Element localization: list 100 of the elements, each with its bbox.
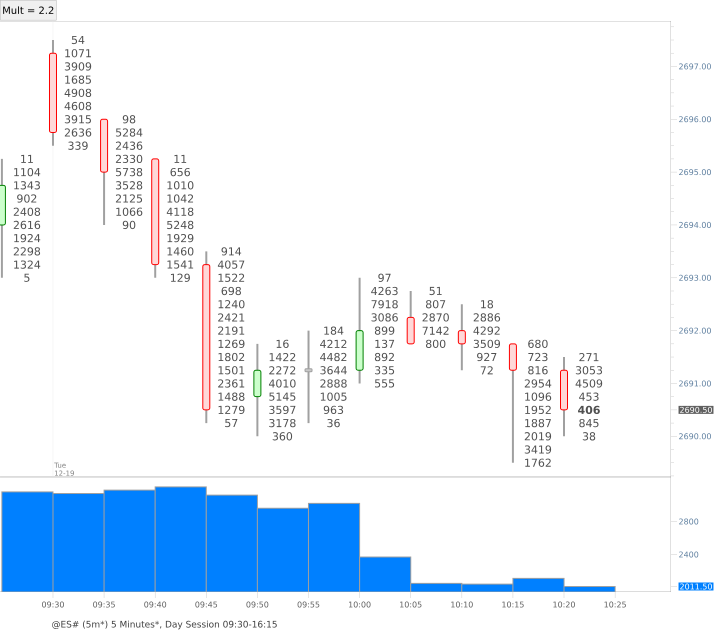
annotation: 1066	[116, 208, 142, 216]
chart-title: Mult = 2.2	[3, 6, 54, 14]
annotation: 2330	[116, 154, 142, 164]
annotation: 2361	[218, 379, 244, 388]
annotation: 902	[17, 194, 36, 203]
annotation: 1096	[525, 392, 552, 401]
annotation: 807	[426, 300, 446, 308]
annotation: 2272	[269, 366, 296, 374]
annotation: 36	[327, 418, 340, 428]
annotation: 2870	[422, 313, 449, 322]
annotation: 90	[122, 220, 136, 230]
annotation: 1269	[218, 340, 244, 348]
annotation: 3419	[524, 445, 552, 454]
annotation: 453	[579, 392, 599, 401]
annotation: 3915	[64, 115, 91, 124]
annotation: 18	[481, 300, 494, 308]
text: @ES# (5m*) 5 Minutes*, Day Session 09:30-16:15	[52, 620, 277, 630]
annotation: 57	[225, 419, 238, 428]
annotation: 2125	[116, 194, 142, 203]
annotation: 4057	[218, 260, 244, 269]
annotation: 1929	[167, 234, 194, 242]
annotation: 1924	[14, 234, 40, 242]
annotation: 800	[426, 340, 446, 348]
annotation: 97	[378, 274, 391, 282]
annotation: 5284	[116, 128, 142, 137]
annotation: 1501	[218, 366, 244, 374]
candlestick	[458, 303, 466, 372]
annotation: 5	[24, 274, 30, 282]
annotation: 38	[582, 432, 596, 440]
annotation: 4482	[320, 352, 346, 362]
annotation: 5248	[167, 220, 194, 230]
annotation: 1104	[14, 168, 40, 176]
annotation: 4010	[268, 379, 296, 388]
annotation: 1279	[218, 406, 244, 414]
annotation: 3053	[576, 366, 602, 374]
annotation: 11	[21, 154, 33, 163]
annotation: 1324	[14, 260, 40, 269]
annotation: 1460	[167, 247, 194, 256]
annotation: 2019	[524, 432, 552, 440]
annotation: 1071	[65, 49, 91, 58]
annotation: 4263	[371, 286, 398, 296]
annotation: 137	[375, 340, 394, 348]
annotation: 3644	[320, 366, 347, 374]
annotation: 1010	[167, 181, 194, 190]
annotation: 2888	[320, 379, 347, 388]
annotation: 2886	[474, 313, 500, 322]
annotation: 3909	[64, 62, 92, 71]
annotation: 3509	[474, 340, 500, 348]
annotation: 7918	[372, 300, 398, 308]
annotation: 892	[374, 352, 394, 362]
annotation: 7142	[422, 326, 449, 335]
annotation: 4908	[64, 88, 92, 97]
annotation: 2636	[64, 128, 92, 137]
annotation: 360	[272, 432, 292, 440]
annotation: 1005	[320, 392, 347, 401]
annotation: 4212	[320, 340, 346, 348]
annotation: 271	[579, 352, 598, 362]
annotation: 72	[480, 366, 493, 374]
annotation: 1541	[167, 260, 194, 269]
annotation: 335	[374, 366, 394, 374]
annotation: 698	[222, 286, 241, 296]
annotation: 3597	[269, 406, 296, 414]
annotation: 54	[72, 36, 84, 44]
annotation: 816	[528, 366, 548, 374]
annotation: 339	[68, 142, 88, 150]
annotation: 1422	[270, 352, 296, 362]
annotation: 2421	[218, 313, 244, 322]
annotation: 1685	[65, 76, 91, 84]
annotation: 1887	[525, 418, 551, 428]
annotation: 555	[374, 379, 394, 388]
annotation: 963	[324, 406, 344, 414]
annotation: 723	[528, 352, 548, 362]
annotation: 927	[477, 352, 496, 362]
annotation: 899	[374, 326, 394, 335]
annotation: 5738	[116, 168, 142, 176]
annotation: 680	[528, 340, 548, 348]
annotation: 406	[578, 406, 600, 414]
annotation: 1042	[167, 194, 194, 203]
annotation: 4292	[473, 326, 500, 335]
annotation: 2954	[524, 379, 552, 388]
annotation: 98	[122, 115, 136, 124]
annotation: 2616	[14, 220, 40, 230]
annotation: 2191	[218, 326, 244, 335]
annotation: 1802	[218, 352, 244, 362]
annotation: 2298	[14, 247, 40, 256]
annotation: 51	[430, 286, 442, 296]
annotation: 1343	[14, 181, 40, 190]
annotation: 5145	[269, 392, 296, 401]
annotation: 11	[174, 154, 186, 163]
annotation: 4509	[576, 379, 602, 388]
annotation: 16	[276, 340, 289, 348]
annotation: 845	[579, 418, 598, 428]
annotation: 3086	[371, 313, 398, 322]
annotation: 3528	[116, 181, 142, 190]
annotation: 3178	[269, 418, 296, 428]
annotation: 656	[170, 168, 190, 176]
annotation: 1522	[218, 274, 244, 282]
annotation: 1240	[218, 300, 244, 308]
annotation: 4608	[64, 102, 92, 110]
annotation: 4118	[166, 208, 194, 216]
